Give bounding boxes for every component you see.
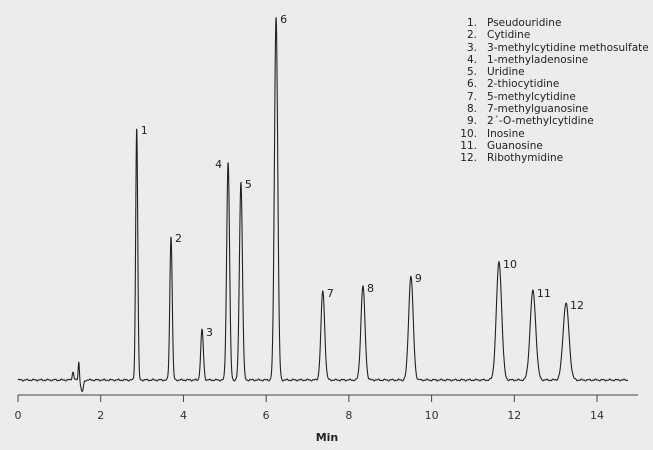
legend-item: 7. 5-methylcytidine — [455, 91, 649, 103]
legend-compound: 2-thiocytidine — [487, 78, 560, 91]
legend-number: 3. — [466, 41, 477, 54]
legend-number: 9. — [466, 115, 477, 128]
peak-label-2: 2 — [175, 232, 182, 245]
peak-label-3: 3 — [206, 326, 213, 339]
x-tick-label: 14 — [590, 409, 604, 422]
legend-number: 1. — [466, 17, 477, 29]
legend-compound: 1-methyladenosine — [487, 53, 589, 66]
x-tick-label: 2 — [97, 409, 104, 422]
legend-compound: 5-methylcytidine — [487, 90, 576, 103]
legend-item: 1. Pseudouridine — [455, 17, 649, 29]
legend-compound: Inosine — [487, 127, 525, 140]
peak-label-7: 7 — [327, 287, 334, 300]
legend-compound: Guanosine — [487, 139, 543, 152]
legend-compound: 7-methylguanosine — [487, 103, 589, 116]
peak-label-1: 1 — [141, 124, 148, 137]
legend: 1. Pseudouridine 2. Cytidine 3. 3-methylcytid… — [455, 17, 649, 165]
legend-number: 8. — [466, 103, 477, 116]
legend-compound: Ribothymidine — [487, 152, 564, 165]
legend-item: 4. 1-methyladenosine — [455, 54, 649, 66]
peak-label-11: 11 — [537, 287, 551, 300]
legend-item: 6. 2-thiocytidine — [455, 78, 649, 90]
legend-number: 2. — [466, 29, 477, 42]
legend-item: 10. Inosine — [455, 128, 649, 140]
peak-label-5: 5 — [245, 178, 252, 191]
peak-label-10: 10 — [503, 258, 517, 271]
legend-compound: Cytidine — [487, 29, 531, 42]
legend-item: 3. 3-methylcytidine methosulfate — [455, 42, 649, 54]
legend-compound: Uridine — [487, 66, 525, 79]
legend-number: 6. — [466, 78, 477, 91]
legend-number: 12. — [460, 152, 477, 165]
legend-number: 10. — [460, 127, 477, 140]
x-tick-label: 4 — [180, 409, 187, 422]
peak-label-6: 6 — [280, 13, 287, 26]
legend-compound: 2´-O-methylcytidine — [487, 115, 594, 128]
legend-item: 12. Ribothymidine — [455, 152, 649, 164]
x-tick-label: 10 — [425, 409, 439, 422]
chromatogram-trace — [17, 17, 629, 393]
x-tick-label: 0 — [15, 409, 22, 422]
x-tick-label: 6 — [263, 409, 270, 422]
legend-item: 9. 2´-O-methylcytidine — [455, 115, 649, 127]
legend-item: 8. 7-methylguanosine — [455, 103, 649, 115]
x-tick-label: 8 — [345, 409, 352, 422]
peak-label-4: 4 — [215, 158, 222, 171]
legend-number: 4. — [466, 53, 477, 66]
legend-number: 11. — [460, 139, 477, 152]
legend-compound: 3-methylcytidine methosulfate — [487, 41, 649, 54]
legend-item: 11. Guanosine — [455, 140, 649, 152]
x-tick-label: 12 — [507, 409, 521, 422]
legend-number: 5. — [466, 66, 477, 79]
legend-number: 7. — [466, 90, 477, 103]
peak-label-12: 12 — [570, 299, 584, 312]
legend-item: 2. Cytidine — [455, 29, 649, 41]
peak-label-8: 8 — [367, 282, 374, 295]
peak-label-9: 9 — [415, 272, 422, 285]
legend-compound: Pseudouridine — [487, 17, 562, 29]
legend-item: 5. Uridine — [455, 66, 649, 78]
x-axis-label: Min — [316, 431, 339, 444]
